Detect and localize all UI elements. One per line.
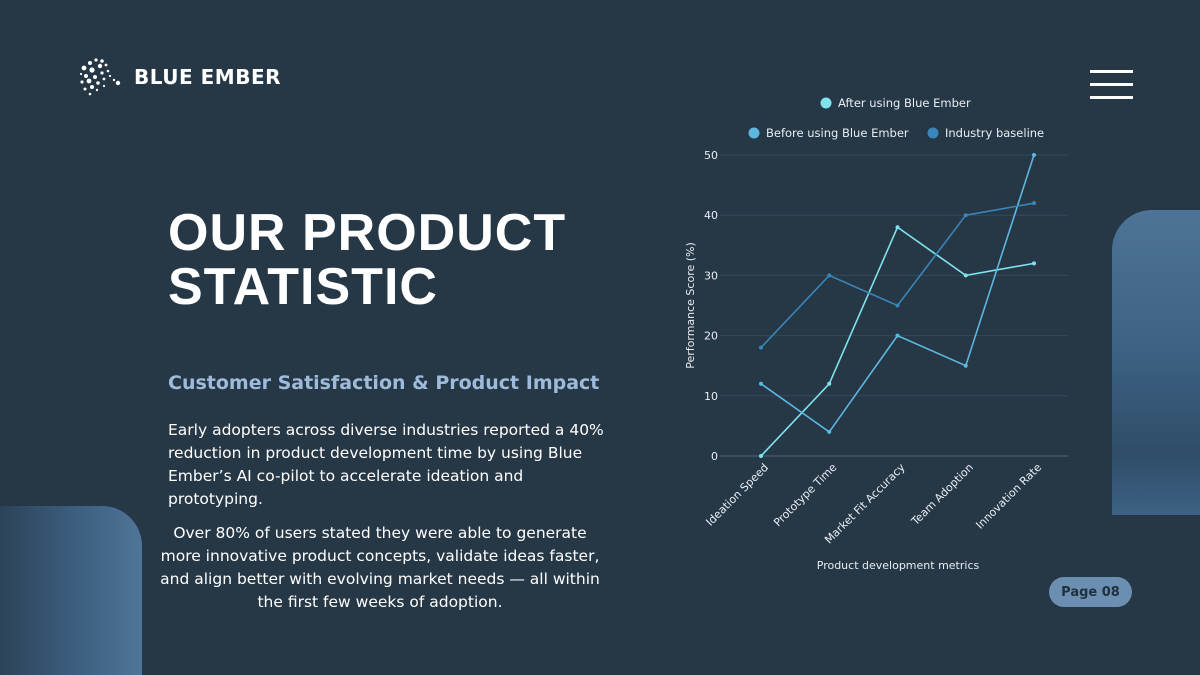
x-tick-label: Innovation Rate [973, 461, 1044, 532]
x-axis-label: Product development metrics [817, 559, 980, 572]
data-point [827, 429, 832, 434]
y-tick-label: 40 [704, 209, 718, 222]
hamburger-menu-icon[interactable] [1090, 70, 1133, 100]
legend-marker [820, 97, 832, 109]
brand: BLUE EMBER [78, 56, 281, 98]
legend-marker [927, 127, 939, 139]
x-tick-label: Ideation Speed [703, 461, 771, 529]
legend-label: Industry baseline [945, 126, 1044, 140]
data-point [963, 363, 968, 368]
data-point [963, 273, 968, 278]
y-tick-label: 20 [704, 330, 718, 343]
series-line [760, 154, 1035, 434]
legend-marker [748, 127, 760, 139]
body-paragraph-2: Over 80% of users stated they were able … [160, 524, 600, 611]
line-chart: 0 10 20 30 40 50 Performance Score (%) Ideation… [684, 96, 1068, 572]
data-point [827, 273, 832, 278]
data-point [1032, 201, 1036, 206]
title-line-2: STATISTIC [168, 258, 438, 316]
data-point [759, 454, 763, 458]
data-point [895, 333, 900, 338]
subheading: Customer Satisfaction & Product Impact [168, 372, 600, 394]
decorative-panel-left [0, 506, 142, 675]
y-tick-label: 10 [704, 390, 718, 403]
decorative-panel-right [1112, 210, 1200, 515]
data-point [895, 303, 900, 308]
page-title: OUR PRODUCT STATISTIC [168, 206, 566, 314]
data-point [963, 213, 968, 218]
x-tick-label: Prototype Time [771, 461, 839, 529]
ember-logo-icon [79, 58, 121, 96]
brand-name: BLUE EMBER [134, 65, 282, 89]
data-point [1032, 153, 1036, 157]
y-tick-label: 0 [711, 450, 718, 463]
page-number-badge: Page 08 [1049, 577, 1132, 607]
x-tick-label: Team Adoption [908, 461, 976, 529]
y-tick-label: 50 [704, 149, 718, 162]
data-point [895, 225, 900, 230]
data-point [1032, 261, 1036, 266]
data-point [759, 345, 763, 350]
data-point [759, 381, 763, 386]
data-point [827, 381, 832, 386]
body-paragraph-1: Early adopters across diverse industries… [168, 421, 604, 508]
title-line-1: OUR PRODUCT [168, 204, 567, 262]
legend-label: After using Blue Ember [838, 96, 971, 110]
series-line [760, 226, 1035, 457]
legend-label: Before using Blue Ember [766, 126, 909, 140]
y-tick-label: 30 [704, 269, 718, 282]
y-axis-label: Performance Score (%) [684, 242, 697, 369]
